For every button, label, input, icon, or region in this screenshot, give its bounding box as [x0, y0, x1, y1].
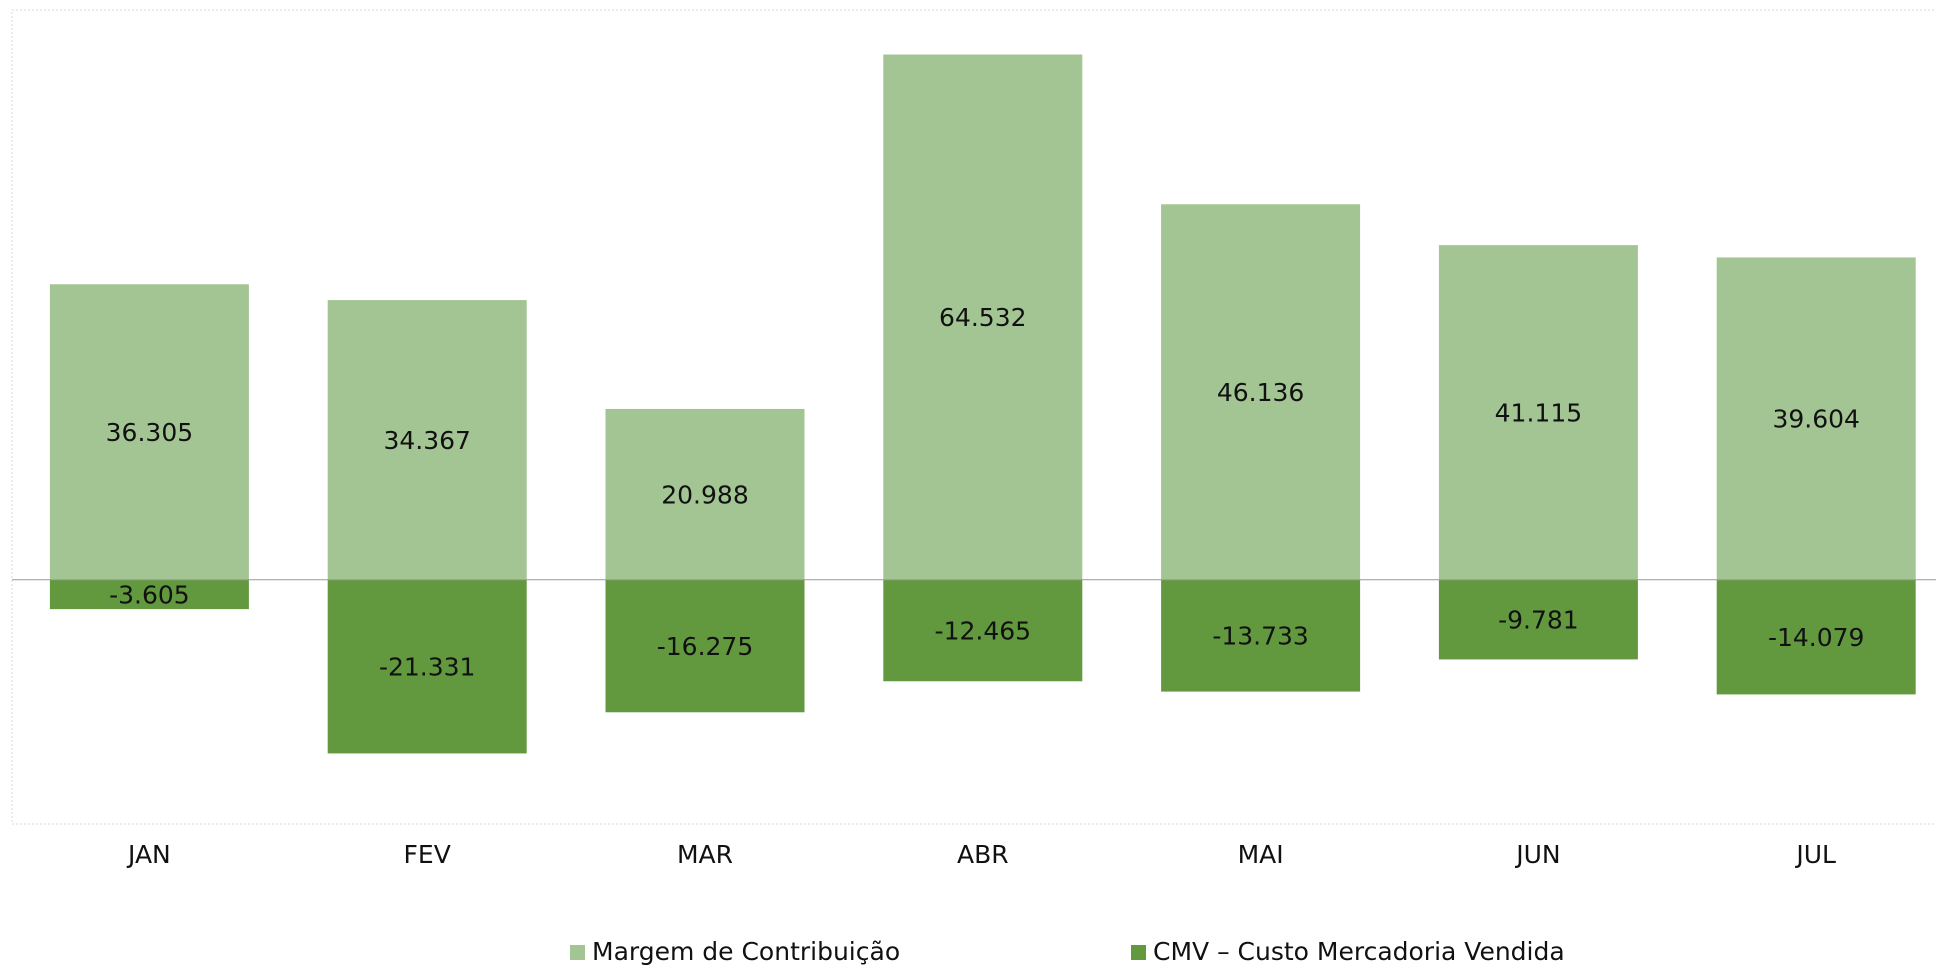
plot-area — [11, 9, 1936, 825]
data-label: -16.275 — [657, 632, 754, 661]
x-tick-label: JAN — [126, 840, 171, 869]
data-label: 46.136 — [1217, 378, 1304, 407]
x-tick-label: JUN — [1514, 840, 1560, 869]
data-label: 39.604 — [1772, 405, 1859, 434]
legend-swatch — [570, 945, 585, 960]
data-label: 36.305 — [106, 418, 193, 447]
x-tick-label: MAI — [1238, 840, 1284, 869]
data-label: -9.781 — [1498, 606, 1579, 635]
legend-label: Margem de Contribuição — [592, 937, 900, 966]
legend-swatch — [1131, 945, 1146, 960]
data-label: 34.367 — [383, 426, 470, 455]
bar — [327, 300, 527, 580]
bar — [1438, 245, 1638, 580]
x-tick-label: JUL — [1794, 840, 1836, 869]
data-label: -12.465 — [935, 617, 1032, 646]
data-label: -3.605 — [109, 580, 190, 609]
data-label: -21.331 — [379, 653, 476, 682]
bar — [49, 284, 249, 580]
x-tick-label: MAR — [677, 840, 733, 869]
bar — [49, 579, 249, 610]
data-label: 20.988 — [661, 480, 748, 509]
bar — [883, 579, 1083, 682]
data-label: -14.079 — [1768, 623, 1865, 652]
bar — [605, 579, 805, 713]
bar — [327, 579, 527, 754]
bar — [1161, 204, 1361, 580]
data-label: 41.115 — [1495, 398, 1582, 427]
bar — [1716, 257, 1916, 580]
bar — [1716, 579, 1916, 695]
bar — [1438, 579, 1638, 660]
bar — [605, 408, 805, 580]
bar — [883, 54, 1083, 580]
bar — [1161, 579, 1361, 692]
legend-label: CMV – Custo Mercadoria Vendida — [1153, 937, 1565, 966]
data-label: -13.733 — [1212, 622, 1309, 651]
x-tick-label: FEV — [404, 840, 451, 869]
data-label: 64.532 — [939, 303, 1026, 332]
x-tick-label: ABR — [957, 840, 1009, 869]
